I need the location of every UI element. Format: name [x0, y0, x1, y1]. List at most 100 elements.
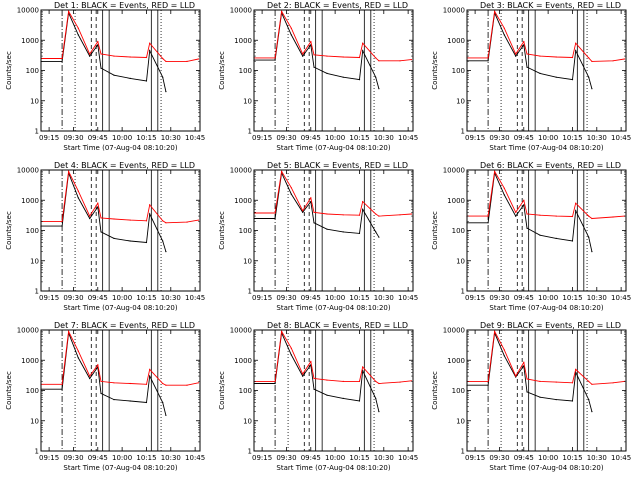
lld-data-point [375, 380, 377, 382]
events-data-point [487, 60, 489, 62]
events-data-point [571, 240, 574, 242]
lld-data-point [375, 213, 377, 215]
lld-data-point [302, 373, 304, 375]
lld-series-line [467, 329, 625, 385]
x-tick-label: 10:30 [161, 134, 181, 142]
x-tick-label: 09:15 [465, 454, 485, 462]
events-data-point [89, 55, 91, 57]
lld-data-point [575, 202, 577, 204]
events-data-point [77, 197, 79, 199]
lld-data-point [310, 197, 312, 199]
x-tick-label: 10:45 [185, 294, 205, 302]
events-data-point [358, 79, 361, 81]
events-data-point [326, 394, 328, 396]
events-data-point [313, 388, 315, 390]
lld-series-line [254, 170, 412, 217]
events-data-point [149, 50, 151, 52]
events-data-point [77, 357, 79, 359]
lld-data-point [571, 215, 574, 218]
x-tick-label: 09:45 [514, 454, 534, 462]
lld-data-point [410, 59, 412, 61]
events-data-point [588, 399, 590, 401]
x-tick-label: 09:15 [465, 294, 485, 302]
lld-data-point [313, 211, 315, 213]
lld-data-point [399, 381, 401, 383]
lld-data-point [358, 56, 361, 59]
y-tick-label: 10 [30, 257, 39, 265]
events-data-point [162, 76, 164, 78]
y-tick-label: 100 [452, 67, 465, 75]
y-tick-label: 10000 [230, 327, 252, 335]
y-tick-label: 1 [35, 448, 39, 456]
events-data-point [302, 375, 304, 377]
lld-data-point [149, 368, 151, 370]
x-tick-label: 09:30 [63, 134, 83, 142]
lld-data-point [358, 380, 361, 382]
events-data-point [526, 227, 528, 229]
lld-data-point [186, 221, 188, 223]
lld-data-point [113, 55, 115, 57]
detector-plot-1: 1 10 100 1000 10000 09:15 09:30 09:45 10:00 10:15… [5, 1, 205, 152]
lld-data-point [165, 384, 167, 386]
x-tick-label: 09:30 [276, 294, 296, 302]
lld-data-point [310, 41, 312, 43]
x-tick-label: 10:15 [349, 134, 369, 142]
x-axis-label: Start Time (07-Aug-04 08:10:20) [276, 304, 390, 312]
x-tick-label: 10:45 [185, 134, 205, 142]
x-tick-label: 09:45 [88, 294, 108, 302]
lld-data-point [165, 60, 167, 63]
events-data-point [487, 384, 489, 386]
lld-data-point [612, 60, 614, 62]
lld-data-point [612, 216, 614, 218]
events-data-point [523, 204, 525, 206]
events-data-point [145, 401, 148, 404]
x-tick-label: 09:45 [88, 134, 108, 142]
detector-plot-5: 1 10 100 1000 10000 09:15 09:30 09:45 10:00 10:15… [218, 161, 418, 312]
events-data-point [113, 399, 115, 401]
x-axis-label: Start Time (07-Aug-04 08:10:20) [63, 144, 177, 152]
detector-plot-9: 1 10 100 1000 10000 09:15 09:30 09:45 10:00 10:15… [431, 321, 631, 472]
lld-data-point [539, 214, 541, 216]
lld-data-point [588, 380, 590, 382]
y-tick-label: 10000 [230, 7, 252, 15]
lld-data-point [129, 56, 131, 58]
lld-data-point [539, 55, 541, 57]
lld-data-point [378, 215, 380, 217]
y-tick-label: 1 [461, 288, 465, 296]
x-tick-label: 09:45 [301, 134, 321, 142]
x-tick-label: 10:30 [587, 134, 607, 142]
events-series-line [41, 332, 167, 416]
x-tick-label: 09:30 [489, 454, 509, 462]
lld-data-point [129, 219, 131, 221]
lld-data-point [539, 380, 541, 382]
events-data-point [375, 231, 377, 233]
events-data-point [89, 377, 91, 380]
plot-frame [40, 9, 201, 132]
events-data-point [100, 392, 102, 394]
detector-plot-4: 1 10 100 1000 10000 09:15 09:30 09:45 10:00 10:15… [5, 161, 205, 312]
events-data-point [77, 34, 79, 36]
lld-data-point [342, 214, 344, 216]
x-tick-label: 09:15 [252, 454, 272, 462]
chart-title: Det 6: BLACK = Events, RED = LLD [480, 161, 621, 170]
events-data-point [503, 34, 505, 36]
x-tick-label: 10:15 [349, 294, 369, 302]
lld-data-point [145, 383, 148, 385]
y-tick-label: 10 [456, 257, 465, 265]
lld-data-point [612, 382, 614, 384]
y-tick-label: 1000 [447, 197, 465, 205]
lld-data-point [591, 217, 593, 220]
lld-data-point [313, 54, 315, 56]
lld-data-point [575, 42, 577, 44]
x-tick-label: 10:00 [538, 294, 558, 302]
lld-data-point [77, 350, 79, 352]
x-axis-label: Start Time (07-Aug-04 08:10:20) [63, 304, 177, 312]
lld-data-point [399, 60, 401, 62]
lld-data-point [61, 220, 63, 222]
lld-data-point [186, 384, 188, 386]
y-tick-label: 1 [35, 128, 39, 136]
chart-title: Det 5: BLACK = Events, RED = LLD [267, 161, 408, 170]
events-data-point [591, 88, 593, 90]
chart-title: Det 2: BLACK = Events, RED = LLD [267, 1, 408, 10]
